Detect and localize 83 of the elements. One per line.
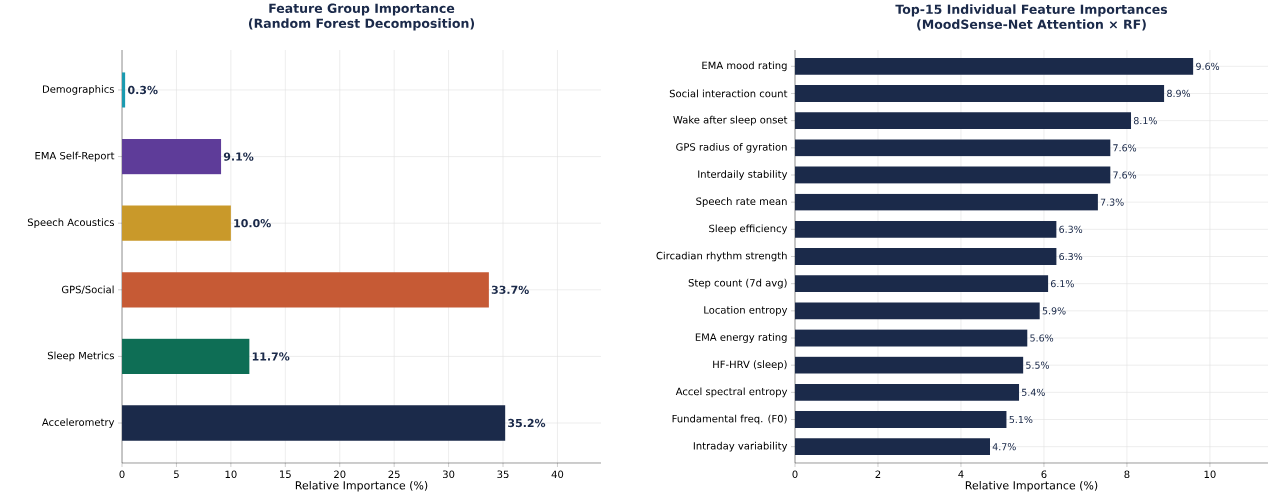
bar bbox=[795, 383, 1020, 401]
bar bbox=[795, 220, 1057, 238]
data-label: 7.6% bbox=[1113, 171, 1137, 179]
data-label: 35.2% bbox=[508, 418, 546, 428]
x-tick-label: 8 bbox=[1124, 470, 1130, 479]
data-label: 6.3% bbox=[1059, 225, 1083, 233]
bar bbox=[795, 356, 1024, 374]
y-tick-label: Sleep efficiency bbox=[709, 224, 788, 235]
bar bbox=[795, 248, 1057, 265]
y-tick-label: Circadian rhythm strength bbox=[656, 251, 787, 262]
bar bbox=[122, 405, 506, 441]
x-tick-label: 10 bbox=[225, 470, 237, 479]
x-tick-label: 2 bbox=[875, 470, 881, 478]
x-tick-label: 4 bbox=[958, 470, 964, 478]
bar bbox=[795, 85, 1165, 102]
y-tick-label: Wake after sleep onset bbox=[673, 115, 788, 126]
y-tick-label: Step count (7d avg) bbox=[688, 278, 787, 289]
bar bbox=[795, 112, 1132, 130]
bar bbox=[795, 329, 1028, 347]
y-tick-label: EMA energy rating bbox=[695, 333, 787, 343]
bar bbox=[122, 272, 489, 308]
x-tick-label: 25 bbox=[388, 470, 400, 479]
data-label: 10.0% bbox=[234, 219, 271, 228]
data-label: 6.3% bbox=[1059, 252, 1083, 261]
x-tick-label: 20 bbox=[334, 470, 346, 479]
x-axis-title: Relative Importance (%) bbox=[965, 480, 1098, 492]
chart-title: Feature Group Importance bbox=[269, 3, 455, 16]
y-tick-label: Social interaction count bbox=[669, 89, 788, 98]
y-tick-label: EMA mood rating bbox=[702, 61, 787, 72]
y-tick-label: Interdaily stability bbox=[698, 170, 788, 180]
data-label: 5.6% bbox=[1030, 334, 1054, 342]
x-tick-label: 40 bbox=[551, 470, 564, 479]
data-label: 33.7% bbox=[491, 285, 529, 294]
y-tick-label: Speech Acoustics bbox=[27, 218, 115, 229]
data-label: 7.6% bbox=[1113, 144, 1137, 152]
y-tick-label: Sleep Metrics bbox=[47, 351, 114, 362]
bar bbox=[795, 275, 1049, 293]
data-label: 6.1% bbox=[1050, 280, 1074, 288]
bar bbox=[122, 338, 250, 375]
bar bbox=[795, 302, 1040, 320]
bar bbox=[795, 411, 1007, 428]
data-label: 11.7% bbox=[252, 352, 290, 361]
x-tick-label: 6 bbox=[1041, 470, 1047, 479]
x-tick-label: 0 bbox=[792, 470, 798, 479]
y-tick-label: Speech rate mean bbox=[696, 197, 787, 207]
data-label: 8.1% bbox=[1133, 117, 1157, 125]
x-tick-label: 15 bbox=[280, 470, 291, 478]
data-label: 9.6% bbox=[1196, 62, 1220, 70]
bar bbox=[122, 205, 231, 241]
y-tick-label: Accel spectral entropy bbox=[675, 387, 788, 398]
bar bbox=[795, 139, 1111, 157]
x-tick-label: 30 bbox=[443, 470, 455, 479]
y-tick-label: EMA Self-Report bbox=[35, 151, 115, 162]
bar bbox=[122, 138, 222, 175]
x-tick-label: 0 bbox=[119, 470, 125, 479]
y-tick-label: GPS radius of gyration bbox=[676, 142, 787, 153]
data-label: 5.4% bbox=[1021, 388, 1045, 396]
y-tick-label: Location entropy bbox=[704, 305, 788, 316]
data-label: 7.3% bbox=[1100, 198, 1124, 206]
data-label: 9.1% bbox=[223, 152, 254, 161]
bar bbox=[795, 166, 1111, 184]
data-label: 8.9% bbox=[1167, 89, 1191, 98]
y-tick-label: Accelerometry bbox=[41, 418, 115, 428]
y-tick-label: HF-HRV (sleep) bbox=[713, 360, 787, 371]
x-tick-label: 5 bbox=[174, 470, 179, 478]
data-label: 5.9% bbox=[1042, 307, 1066, 315]
y-tick-label: Demographics bbox=[43, 85, 114, 95]
data-label: 4.7% bbox=[992, 443, 1016, 451]
x-tick-label: 10 bbox=[1204, 470, 1216, 479]
y-tick-label: Intraday variability bbox=[693, 441, 788, 452]
data-label: 5.5% bbox=[1026, 361, 1050, 369]
bar bbox=[795, 193, 1098, 211]
chart-title: Top-15 Individual Feature Importances bbox=[895, 4, 1168, 17]
y-tick-label: GPS/Social bbox=[61, 285, 114, 295]
bar bbox=[795, 57, 1194, 75]
y-tick-label: Fundamental freq. (F0) bbox=[672, 414, 787, 425]
x-axis-title: Relative Importance (%) bbox=[295, 480, 428, 492]
bar bbox=[795, 438, 991, 456]
data-label: 0.3% bbox=[128, 85, 158, 95]
chart-subtitle: (MoodSense-Net Attention × RF) bbox=[917, 19, 1146, 31]
x-tick-label: 35 bbox=[497, 470, 509, 479]
data-label: 5.1% bbox=[1009, 415, 1033, 424]
chart-subtitle: (Random Forest Decomposition) bbox=[248, 18, 475, 31]
